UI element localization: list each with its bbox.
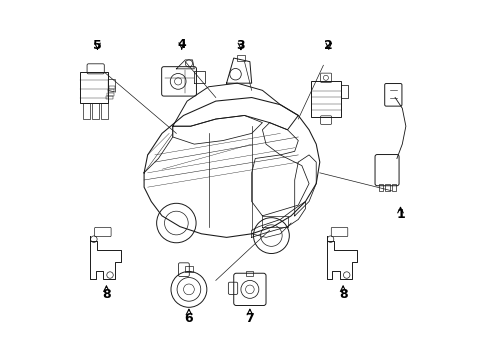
Text: 8: 8 — [338, 288, 346, 301]
Text: 7: 7 — [245, 311, 254, 325]
Bar — [83, 103, 89, 119]
Bar — [310, 81, 341, 117]
Bar — [101, 103, 107, 119]
Bar — [385, 184, 389, 192]
Bar — [92, 103, 99, 119]
Text: 1: 1 — [395, 208, 404, 221]
Bar — [80, 72, 108, 103]
Bar — [108, 86, 115, 89]
Bar — [106, 96, 113, 99]
Bar — [378, 184, 383, 192]
Text: 3: 3 — [236, 39, 244, 52]
Bar — [237, 55, 244, 60]
Bar — [107, 93, 113, 96]
Text: 4: 4 — [177, 38, 186, 51]
Bar — [108, 89, 114, 92]
Text: 5: 5 — [93, 39, 102, 52]
Bar — [246, 271, 253, 276]
Text: 2: 2 — [324, 39, 332, 52]
Bar — [184, 266, 193, 272]
Bar — [391, 184, 395, 192]
Text: 8: 8 — [102, 288, 110, 301]
Text: 6: 6 — [184, 311, 193, 325]
